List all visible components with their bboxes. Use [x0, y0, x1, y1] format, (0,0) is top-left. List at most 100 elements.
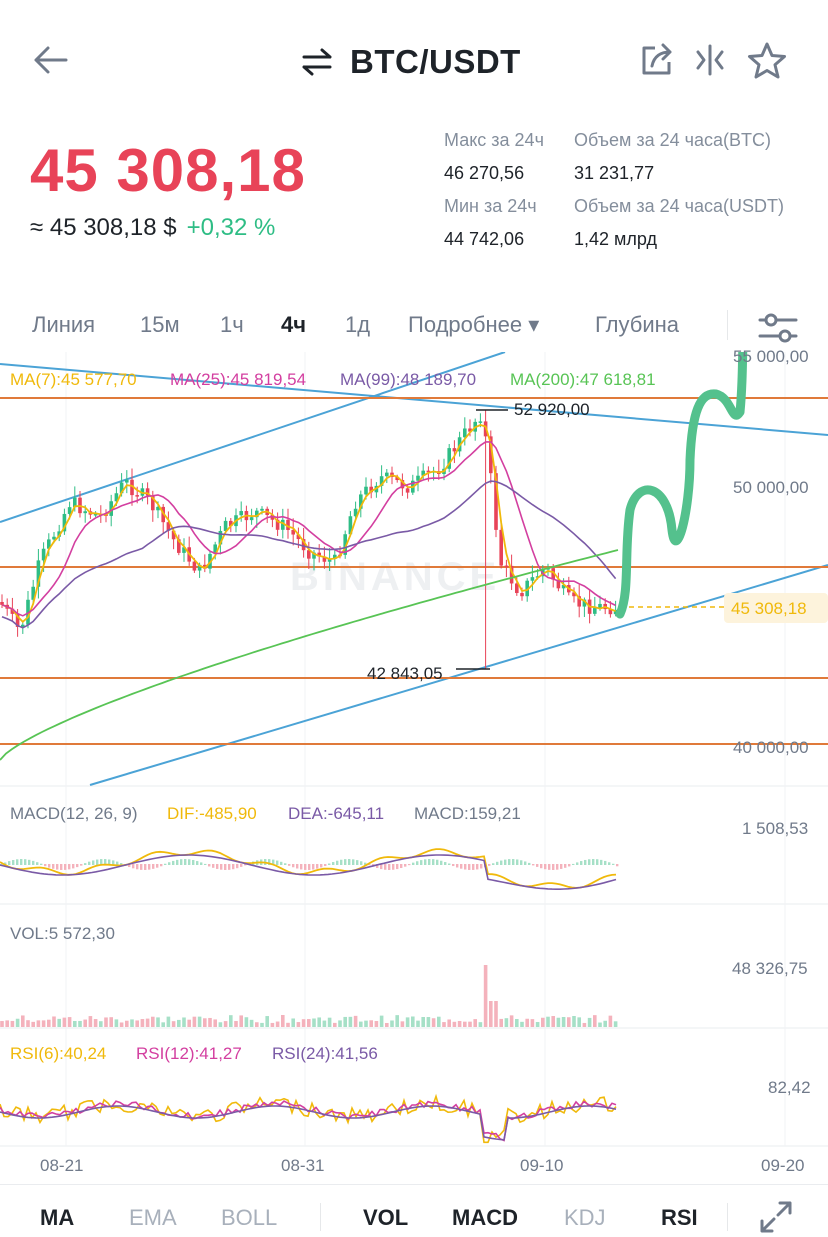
tab-more[interactable]: Подробнее ▾	[408, 312, 540, 337]
tab-4h[interactable]: 4ч	[281, 312, 307, 337]
date-axis-label: 08-31	[281, 1156, 325, 1175]
macd-bar	[176, 859, 179, 865]
kline-chart[interactable]: BINANCE MA(7):45 577,70 MA(25):45 819,54…	[0, 347, 828, 1182]
macd-bar	[380, 864, 383, 870]
volume-bar	[286, 1022, 290, 1027]
macd-bar	[84, 863, 87, 865]
macd-bar	[592, 859, 595, 865]
indicator-vol[interactable]: VOL	[363, 1205, 409, 1230]
macd-bar	[160, 864, 163, 867]
macd-bar	[344, 859, 347, 865]
macd-bar	[180, 859, 183, 865]
volume-bar	[587, 1017, 592, 1027]
macd-bar	[432, 859, 435, 865]
macd-bar	[24, 859, 27, 865]
macd-bar	[440, 860, 443, 865]
macd-bar	[292, 864, 295, 868]
chart-settings-button[interactable]	[756, 308, 800, 348]
candle-body	[525, 580, 529, 597]
volume-bar	[171, 1021, 176, 1027]
share-button[interactable]	[637, 40, 677, 80]
macd-bar	[328, 863, 331, 865]
macd-bar	[28, 859, 31, 865]
volume-bar	[431, 1018, 436, 1027]
candle-body	[109, 501, 113, 516]
volume-bar	[541, 1017, 545, 1027]
fullscreen-button[interactable]	[758, 1199, 794, 1235]
volume-bar	[73, 1020, 77, 1027]
candle-body	[608, 609, 613, 615]
compare-button[interactable]	[690, 40, 730, 80]
stat-vol-usdt-label: Объем за 24 часа(USDT)	[574, 196, 785, 216]
volume-bar	[556, 1017, 561, 1027]
candle-body	[598, 603, 602, 609]
volume-bar	[447, 1019, 451, 1027]
candle-body	[499, 529, 503, 566]
moving-average-series	[0, 424, 619, 761]
candle-body	[57, 531, 61, 537]
macd-bar	[348, 859, 351, 865]
tab-1d[interactable]: 1д	[345, 312, 371, 337]
macd-axis-label: 1 508,53	[742, 819, 809, 838]
indicator-macd[interactable]: MACD	[452, 1205, 518, 1230]
favorite-button[interactable]	[746, 40, 786, 80]
macd-bar	[604, 860, 607, 865]
back-button[interactable]	[28, 38, 72, 82]
volume-bar	[15, 1018, 20, 1027]
tab-1h[interactable]: 1ч	[220, 312, 244, 337]
pair-selector[interactable]: BTC/USDT	[300, 40, 521, 84]
macd-bar	[376, 864, 379, 869]
vol-axis-label: 48 326,75	[732, 959, 808, 978]
candle-body	[301, 539, 306, 551]
indicator-boll[interactable]: BOLL	[221, 1205, 278, 1230]
chart-settings-icon	[758, 313, 798, 343]
macd-bar	[72, 864, 75, 869]
candle-body	[145, 488, 150, 496]
volume-bar	[359, 1021, 363, 1027]
macd-bar	[280, 861, 283, 865]
macd-bar	[448, 863, 451, 865]
candle-body	[359, 494, 363, 509]
macd-bar	[220, 864, 223, 870]
candle-body	[135, 495, 139, 497]
candle-body	[343, 534, 347, 555]
indicator-rsi[interactable]: RSI	[661, 1205, 698, 1230]
macd-bar	[316, 864, 319, 869]
candle-body	[613, 609, 618, 615]
volume-bar	[296, 1022, 301, 1027]
macd-bar	[132, 864, 135, 869]
volume-bar	[229, 1015, 233, 1027]
price-axis-label: 50 000,00	[733, 478, 809, 497]
volume-bar	[31, 1021, 35, 1027]
volume-bar	[593, 1015, 597, 1027]
macd-bar	[212, 864, 215, 868]
macd-bar	[4, 862, 7, 865]
candle-body	[426, 470, 431, 473]
indicator-kdj[interactable]: KDJ	[564, 1205, 606, 1230]
volume-bar	[265, 1016, 269, 1027]
volume-bar	[489, 1001, 493, 1027]
volume-bar	[177, 1019, 181, 1027]
volume-bar	[62, 1017, 67, 1027]
tab-depth[interactable]: Глубина	[595, 312, 680, 337]
candle-body	[114, 493, 119, 502]
indicator-ema[interactable]: EMA	[129, 1205, 177, 1230]
tab-15m[interactable]: 15м	[140, 312, 180, 337]
volume-bar	[379, 1015, 384, 1027]
macd-bar	[8, 861, 11, 865]
macd-bar	[192, 859, 195, 865]
volume-bar	[374, 1021, 379, 1027]
macd-bar	[520, 860, 523, 865]
candle-body	[67, 507, 72, 514]
volume-bar	[348, 1016, 353, 1027]
macd-bar	[480, 864, 483, 869]
volume-bar	[218, 1022, 223, 1027]
macd-bar	[356, 860, 359, 865]
indicator-ma[interactable]: MA	[40, 1205, 75, 1230]
volume-bar	[520, 1021, 524, 1027]
stat-vol-btc-label: Объем за 24 часа(BTC)	[574, 130, 772, 150]
volume-bar	[197, 1016, 202, 1027]
tab-line[interactable]: Линия	[32, 312, 96, 337]
macd-bar	[476, 864, 479, 870]
macd-bar	[464, 864, 467, 870]
